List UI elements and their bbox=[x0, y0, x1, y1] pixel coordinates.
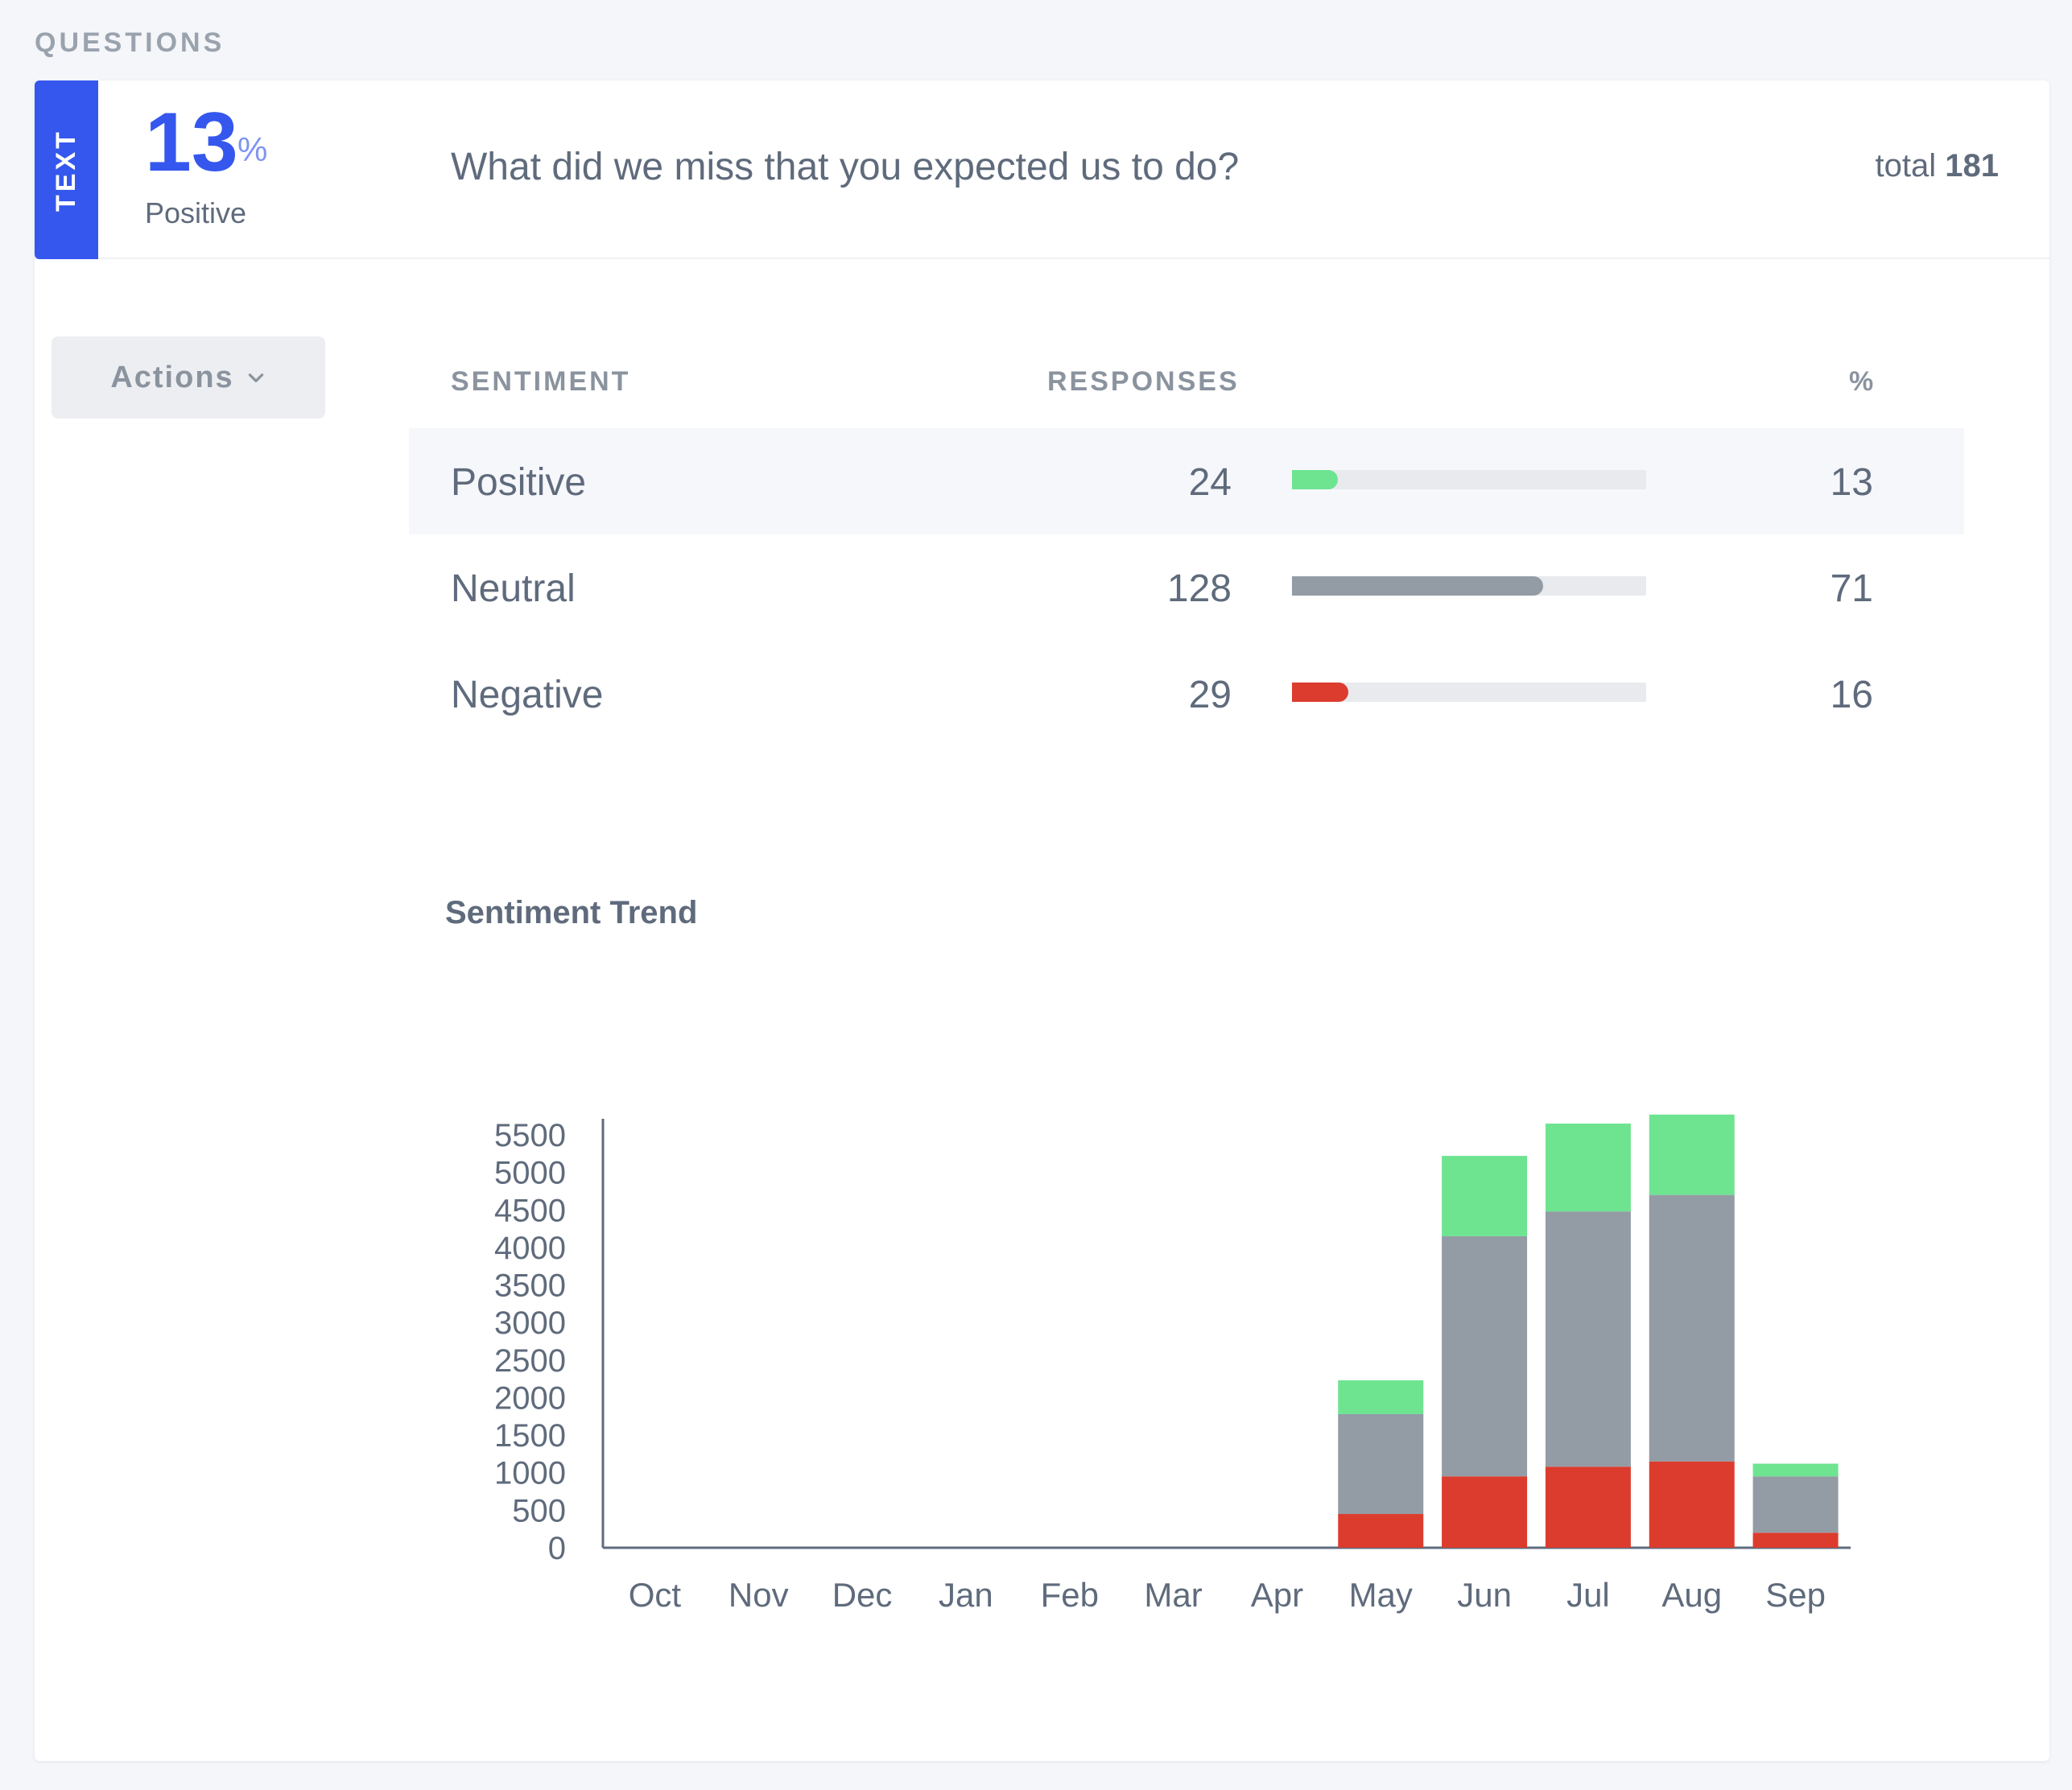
y-tick-label: 5000 bbox=[494, 1156, 566, 1191]
x-tick-label: Feb bbox=[1041, 1576, 1099, 1614]
y-tick-label: 3500 bbox=[494, 1268, 566, 1304]
x-tick-label: Jan bbox=[939, 1576, 993, 1614]
y-tick-label: 4500 bbox=[494, 1193, 566, 1228]
bar-segment[interactable] bbox=[1545, 1466, 1631, 1548]
bar-segment[interactable] bbox=[1338, 1380, 1424, 1414]
x-tick-label: Jul bbox=[1566, 1576, 1610, 1614]
total-value: 181 bbox=[1945, 148, 1999, 184]
x-tick-label: Jun bbox=[1457, 1576, 1512, 1614]
x-tick-label: Oct bbox=[629, 1576, 682, 1614]
percent-bar bbox=[1292, 576, 1646, 596]
bar-segment[interactable] bbox=[1338, 1413, 1424, 1515]
sentiment-name: Positive bbox=[451, 461, 587, 504]
header-percent: % bbox=[1849, 366, 1876, 397]
bar-segment[interactable] bbox=[1649, 1114, 1735, 1195]
x-tick-label: Apr bbox=[1251, 1576, 1303, 1614]
y-tick-label: 1500 bbox=[494, 1418, 566, 1454]
y-tick-label: 5500 bbox=[494, 1118, 566, 1153]
y-tick-label: 3000 bbox=[494, 1305, 566, 1341]
section-label: QUESTIONS bbox=[35, 27, 225, 58]
bar-segment[interactable] bbox=[1338, 1514, 1424, 1548]
table-row[interactable]: Negative 29 16 bbox=[409, 641, 1964, 747]
bar-segment[interactable] bbox=[1649, 1461, 1735, 1548]
percent-bar bbox=[1292, 683, 1646, 702]
x-tick-label: Mar bbox=[1144, 1576, 1202, 1614]
percent-value: 16 bbox=[1830, 674, 1873, 716]
percent-bar-fill bbox=[1292, 576, 1544, 596]
bar-segment[interactable] bbox=[1752, 1532, 1839, 1548]
bar-segment[interactable] bbox=[1442, 1235, 1528, 1477]
x-tick-label: Nov bbox=[729, 1576, 789, 1614]
y-tick-label: 4000 bbox=[494, 1231, 566, 1266]
y-tick-label: 2000 bbox=[494, 1380, 566, 1416]
kpi: 13 bbox=[145, 93, 238, 193]
bar-segment[interactable] bbox=[1752, 1476, 1839, 1533]
kpi-label: Positive bbox=[145, 196, 247, 229]
table-row[interactable]: Neutral 128 71 bbox=[409, 534, 1964, 641]
header-responses: RESPONSES bbox=[1047, 366, 1240, 397]
sentiment-name: Neutral bbox=[451, 567, 576, 610]
actions-button[interactable]: Actions bbox=[52, 336, 325, 419]
response-count: 29 bbox=[1188, 674, 1232, 716]
percent-value: 13 bbox=[1830, 461, 1873, 504]
bar-segment[interactable] bbox=[1442, 1156, 1528, 1236]
question-text: What did we miss that you expected us to… bbox=[451, 146, 1240, 188]
question-header: TEXT 13 % Positive What did we miss that… bbox=[35, 80, 2049, 259]
kpi-value: 13 bbox=[145, 96, 238, 189]
question-type-tab: TEXT bbox=[35, 80, 98, 259]
x-tick-label: May bbox=[1349, 1576, 1413, 1614]
percent-bar-fill bbox=[1292, 683, 1349, 702]
x-tick-label: Aug bbox=[1661, 1576, 1722, 1614]
response-count: 24 bbox=[1188, 461, 1232, 504]
header-sentiment: SENTIMENT bbox=[451, 366, 631, 397]
total-label: total bbox=[1875, 148, 1937, 184]
bar-segment[interactable] bbox=[1649, 1194, 1735, 1462]
bar-segment[interactable] bbox=[1545, 1211, 1631, 1467]
table-row[interactable]: Positive 24 13 bbox=[409, 428, 1964, 534]
chevron-down-icon bbox=[248, 373, 263, 382]
question-card: TEXT 13 % Positive What did we miss that… bbox=[35, 80, 2049, 1761]
y-tick-label: 500 bbox=[512, 1493, 566, 1528]
percent-bar-fill bbox=[1292, 470, 1339, 489]
total-count: total 181 bbox=[1876, 148, 1999, 184]
bar-segment[interactable] bbox=[1752, 1463, 1839, 1477]
response-count: 128 bbox=[1166, 567, 1232, 610]
x-tick-label: Dec bbox=[832, 1576, 893, 1614]
percent-value: 71 bbox=[1830, 567, 1873, 610]
kpi-unit: % bbox=[237, 130, 268, 168]
chart-title: Sentiment Trend bbox=[445, 895, 698, 930]
x-tick-label: Sep bbox=[1765, 1576, 1826, 1614]
percent-bar bbox=[1292, 470, 1646, 489]
bar-segment[interactable] bbox=[1442, 1476, 1528, 1548]
y-tick-label: 0 bbox=[548, 1531, 566, 1566]
y-tick-label: 1000 bbox=[494, 1456, 566, 1491]
bar-segment[interactable] bbox=[1545, 1124, 1631, 1212]
actions-label: Actions bbox=[110, 360, 234, 394]
sentiment-name: Negative bbox=[451, 674, 604, 716]
sentiment-trend-chart: 0500100015002000250030003500400045005000… bbox=[494, 1114, 1851, 1614]
y-tick-label: 2500 bbox=[494, 1343, 566, 1379]
